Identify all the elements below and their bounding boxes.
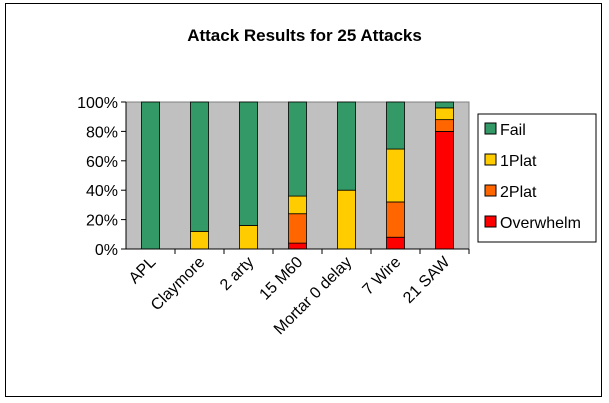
legend-label-fail: Fail	[500, 122, 526, 139]
x-tick-label: APL	[126, 254, 159, 287]
bar-segment-1plat	[386, 148, 405, 203]
bar-segment-fail	[386, 101, 405, 150]
legend-label-overwhelm: Overwhelm	[500, 215, 581, 232]
bar-segment-1plat	[288, 195, 307, 215]
bar-segment-2plat	[288, 213, 307, 244]
legend-label-1plat: 1Plat	[500, 153, 537, 170]
x-tick-label: Claymore	[148, 254, 209, 315]
bar-segment-fail	[288, 101, 307, 197]
bar-segment-2plat	[435, 119, 454, 132]
bar-segment-1plat	[337, 189, 356, 250]
x-tick-label: 21 SAW	[400, 253, 454, 307]
bar-segment-1plat	[435, 107, 454, 121]
x-tick-label: 15 M60	[257, 254, 307, 304]
chart-title: Attack Results for 25 Attacks	[187, 26, 422, 45]
bar-segment-fail	[141, 101, 160, 250]
legend-swatch-overwhelm	[484, 215, 497, 228]
chart-frame: Attack Results for 25 Attacks 0% 20% 40% 60…	[5, 3, 602, 397]
y-tick-label: 40%	[86, 183, 118, 200]
legend-swatch-1plat	[484, 153, 497, 166]
bar-segment-fail	[337, 101, 356, 191]
y-tick-label: 100%	[77, 95, 118, 112]
bar-segment-overwhelm	[288, 242, 307, 250]
y-tick-label: 60%	[86, 154, 118, 171]
bar-segment-overwhelm	[386, 236, 405, 250]
bar-segment-1plat	[239, 225, 258, 250]
y-tick-label: 20%	[86, 213, 118, 230]
bar-segment-1plat	[190, 230, 209, 250]
x-tick-label: 2 arty	[217, 254, 257, 294]
bar-segment-fail	[239, 101, 258, 226]
x-tick-label: 7 Wire	[360, 254, 405, 299]
bar-segment-2plat	[386, 201, 405, 238]
legend-label-2plat: 2Plat	[500, 184, 537, 201]
bar-segment-fail	[435, 101, 454, 109]
y-tick-label: 80%	[86, 124, 118, 141]
legend-swatch-2plat	[484, 184, 497, 197]
y-tick-label: 0%	[95, 242, 118, 259]
legend-box	[477, 113, 597, 243]
bar-segment-overwhelm	[435, 131, 454, 250]
legend-swatch-fail	[484, 122, 497, 135]
bar-segment-fail	[190, 101, 209, 232]
